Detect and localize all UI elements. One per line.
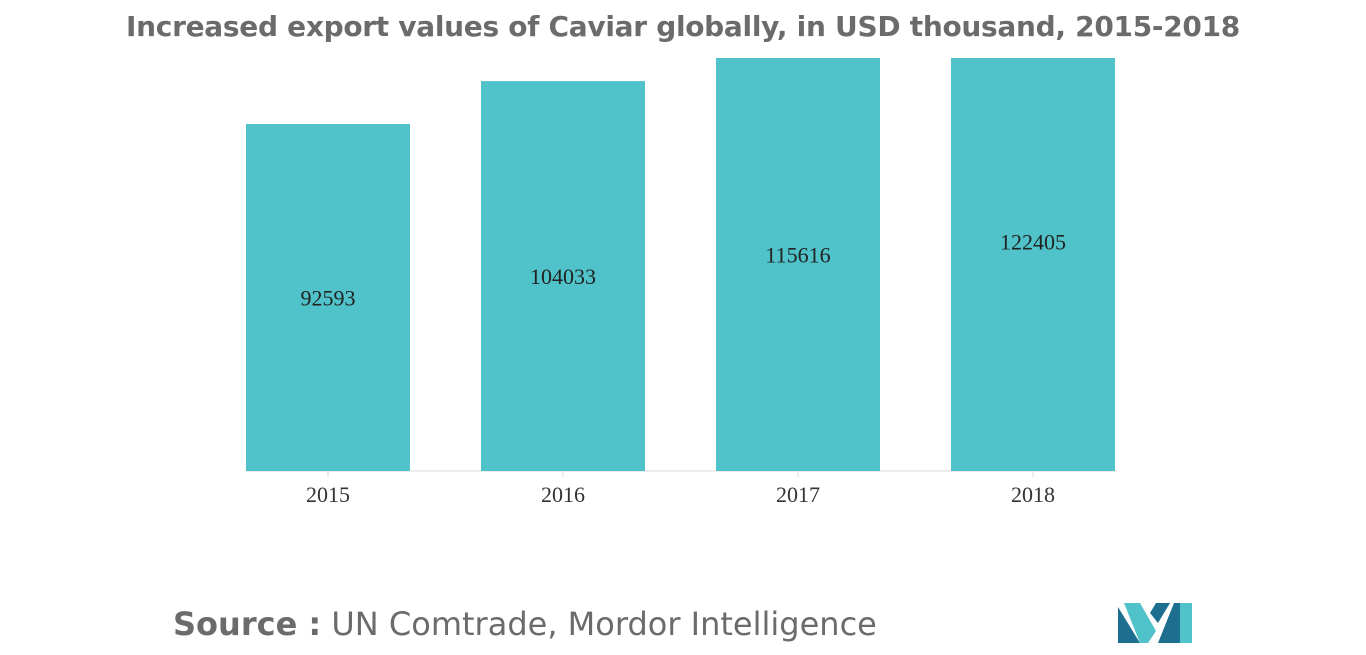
tick-label-2016: 2016 — [541, 482, 585, 507]
data-labels: 92593 104033 115616 122405 — [301, 230, 1067, 311]
data-label-2018: 122405 — [1000, 230, 1066, 255]
tick-label-2018: 2018 — [1011, 482, 1055, 507]
source-text: UN Comtrade, Mordor Intelligence — [331, 605, 877, 643]
tick-label-2015: 2015 — [306, 482, 350, 507]
bar-2015 — [246, 124, 410, 471]
bar-2016 — [481, 81, 645, 471]
mordor-intelligence-logo-icon — [1118, 603, 1192, 643]
bar-2018 — [951, 58, 1115, 471]
tick-label-2017: 2017 — [776, 482, 820, 507]
source-note: Source : UN Comtrade, Mordor Intelligenc… — [173, 605, 877, 643]
data-label-2015: 92593 — [301, 286, 356, 311]
chart-title: Increased export values of Caviar global… — [126, 10, 1240, 43]
data-label-2017: 115616 — [765, 242, 830, 267]
bar-2017 — [716, 58, 880, 471]
bars — [246, 58, 1115, 471]
source-prefix: Source : — [173, 605, 322, 643]
x-axis-ticks: 2015 2016 2017 2018 — [306, 471, 1055, 507]
data-label-2016: 104033 — [530, 264, 596, 289]
